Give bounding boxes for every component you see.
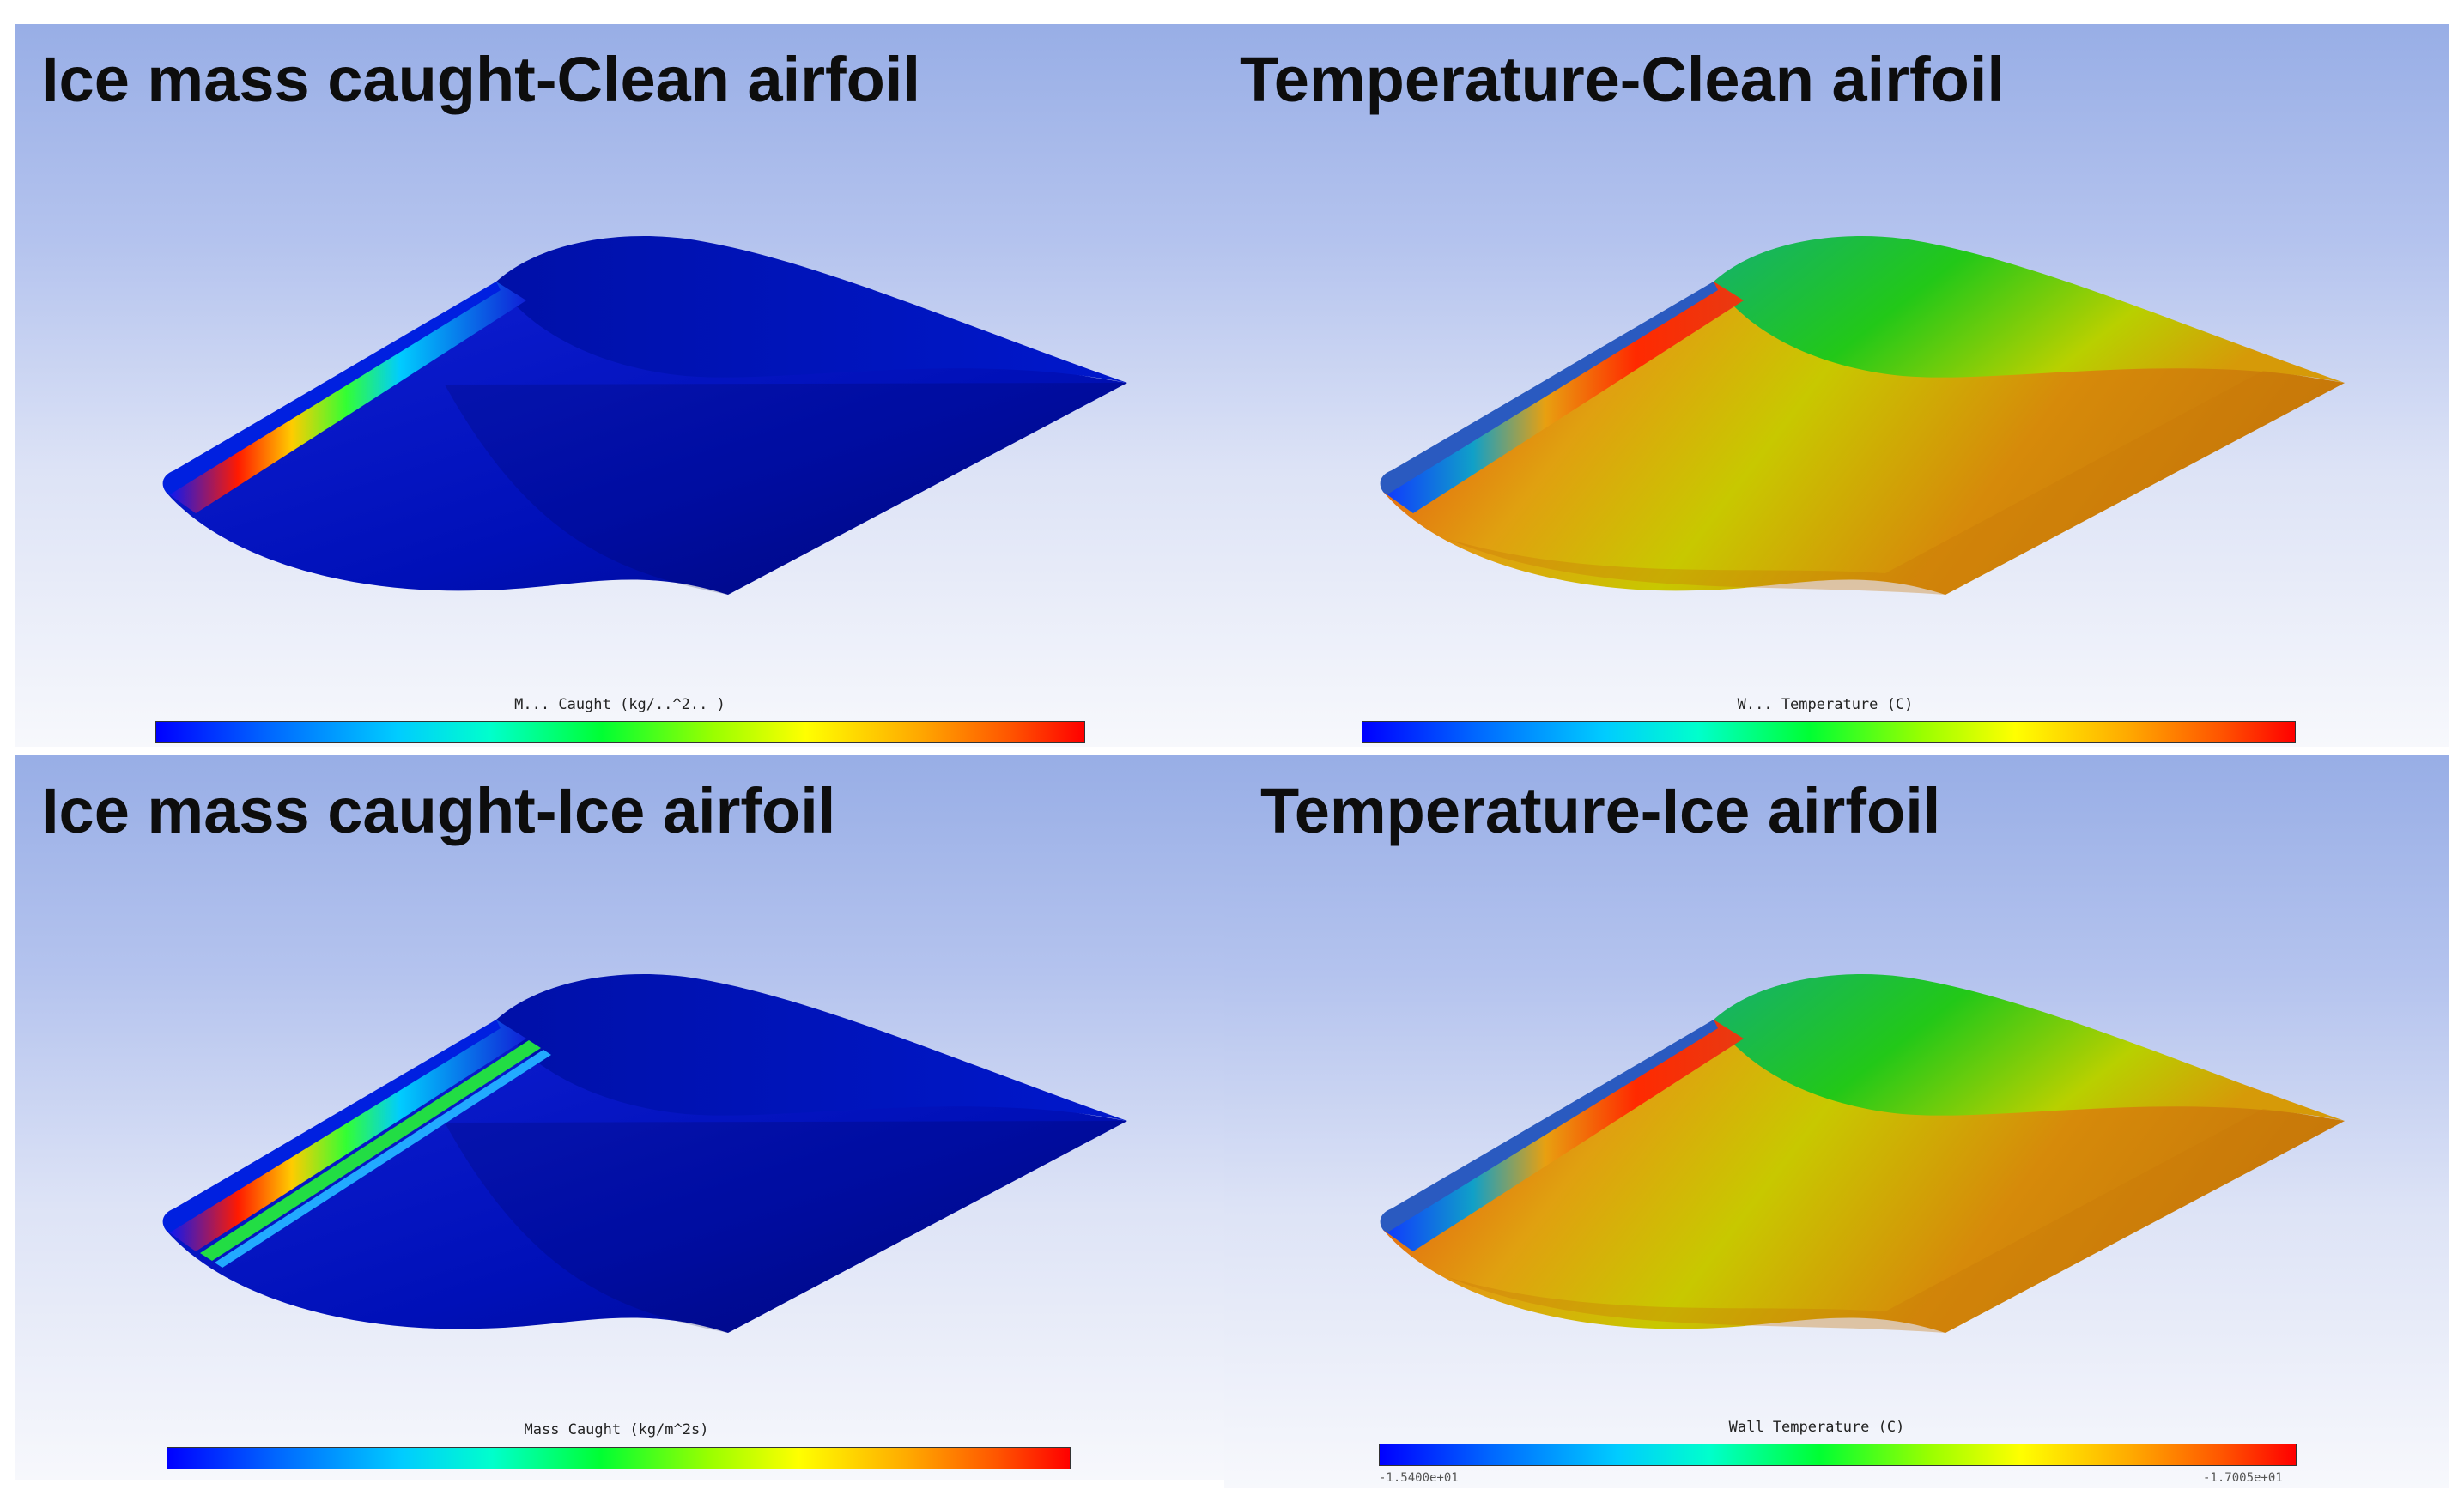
- airfoil-render: [1380, 236, 2345, 595]
- colorbar-min-label: -1.5400e+01: [1379, 1471, 1459, 1485]
- panel-title: Temperature-Clean airfoil: [1240, 44, 2005, 115]
- colorbar-label: Mass Caught (kg/m^2s): [524, 1421, 709, 1438]
- colorbar: [155, 721, 1085, 743]
- airfoil-upper-surface: [1714, 236, 2345, 383]
- leading-edge-nose: [1380, 282, 1718, 494]
- ice-band-green: [200, 1040, 541, 1261]
- airfoil-upper-surface: [496, 974, 1127, 1121]
- airfoil-render: [162, 236, 1127, 595]
- leading-edge-nose: [162, 1020, 501, 1232]
- panel-temperature-ice: Temperature-Ice airfoil Wall Temperature…: [1224, 755, 2449, 1488]
- panel-mass-ice: Ice mass caught-Ice airfoil Mass Caught …: [15, 755, 1224, 1480]
- leading-edge-band: [1383, 282, 1744, 513]
- colorbar-label: W... Temperature (C): [1737, 696, 1914, 713]
- trailing-shade: [1447, 371, 2345, 595]
- leading-edge-band: [166, 282, 526, 513]
- colorbar: [167, 1447, 1071, 1469]
- panel-title: Temperature-Ice airfoil: [1260, 775, 1941, 846]
- panel-title: Ice mass caught-Ice airfoil: [41, 775, 836, 846]
- colorbar-label: Wall Temperature (C): [1728, 1419, 1905, 1436]
- leading-edge-nose: [162, 282, 501, 494]
- colorbar: [1379, 1444, 2297, 1466]
- trailing-shade: [445, 1121, 1127, 1333]
- airfoil-upper-surface: [1714, 974, 2345, 1121]
- leading-edge-band: [166, 1020, 526, 1251]
- trailing-shade: [445, 383, 1127, 595]
- airfoil-render: [162, 974, 1127, 1333]
- panel-mass-clean: Ice mass caught-Clean airfoil M... Caugh…: [15, 24, 1224, 747]
- leading-edge-band: [1383, 1020, 1744, 1251]
- airfoil-upper-surface: [496, 236, 1127, 383]
- colorbar-max-label: -1.7005e+01: [2203, 1471, 2283, 1485]
- ice-band-cyan: [215, 1050, 551, 1268]
- colorbar: [1362, 721, 2296, 743]
- leading-edge-nose: [1380, 1020, 1718, 1232]
- colorbar-label: M... Caught (kg/..^2.. ): [514, 696, 725, 713]
- panel-title: Ice mass caught-Clean airfoil: [41, 44, 921, 115]
- panel-temperature-clean: Temperature-Clean airfoil W... Temperatu…: [1224, 24, 2449, 747]
- trailing-shade: [1447, 1109, 2345, 1333]
- airfoil-render: [1380, 974, 2345, 1333]
